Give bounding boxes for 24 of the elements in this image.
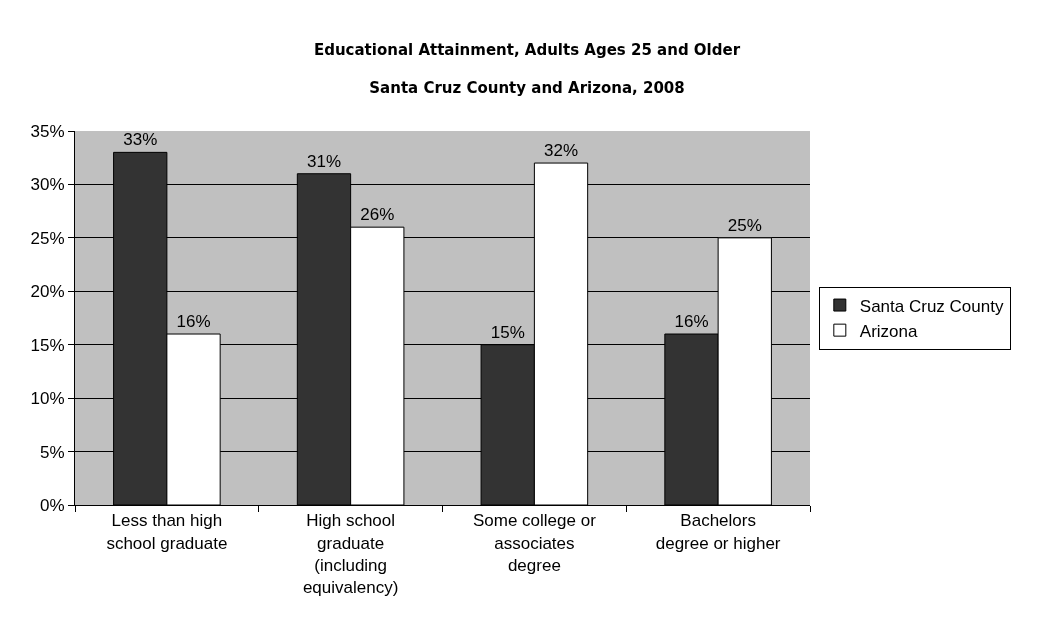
- y-tick-label: 5%: [40, 442, 65, 462]
- data-label: 16%: [674, 312, 709, 332]
- x-tick-label: Some college or associates degree: [472, 511, 597, 575]
- y-tick-label: 15%: [30, 335, 65, 355]
- data-label: 33%: [123, 130, 158, 150]
- y-tick-label: 0%: [40, 495, 65, 515]
- y-tick-label: 10%: [30, 389, 65, 409]
- data-label: 31%: [306, 151, 341, 171]
- data-label: 26%: [360, 205, 395, 225]
- y-tick-label: 25%: [30, 228, 65, 248]
- y-tick-label: 20%: [30, 282, 65, 302]
- x-tick-label: High school graduate (including equivalency): [302, 511, 399, 597]
- chart-subtitle: Santa Cruz County and Arizona, 2008: [369, 79, 685, 97]
- y-tick-label: 30%: [30, 175, 65, 195]
- chart-title: Educational Attainment, Adults Ages 25 and Older: [313, 40, 741, 59]
- x-tick-label: Bachelors degree or higher: [655, 511, 781, 553]
- x-tick-label: Less than high school graduate: [106, 511, 228, 553]
- data-label: 16%: [176, 312, 211, 332]
- legend-label: Santa Cruz County: [859, 296, 1004, 316]
- data-label: 32%: [544, 141, 579, 161]
- data-label: 15%: [490, 322, 525, 342]
- y-tick-label: 35%: [30, 121, 65, 141]
- data-label: 25%: [727, 215, 762, 235]
- legend-label: Arizona: [859, 321, 919, 341]
